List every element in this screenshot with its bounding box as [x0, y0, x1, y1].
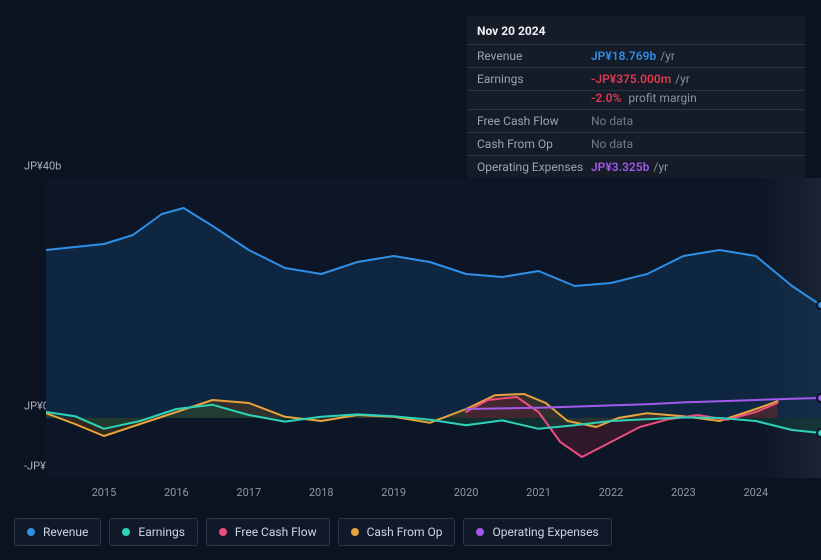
legend-dot: [27, 528, 35, 536]
legend-label: Operating Expenses: [492, 525, 598, 539]
legend-item-free-cash-flow[interactable]: Free Cash Flow: [206, 518, 330, 546]
legend-label: Free Cash Flow: [235, 525, 317, 539]
plot-area[interactable]: [46, 178, 821, 478]
x-axis-label: 2019: [381, 486, 406, 499]
legend-label: Revenue: [43, 525, 88, 539]
x-axis-label: 2018: [309, 486, 334, 499]
x-axis-label: 2017: [236, 486, 261, 499]
x-axis-label: 2020: [454, 486, 479, 499]
x-axis-label: 2021: [526, 486, 551, 499]
series-end-marker: [816, 393, 821, 403]
x-axis-label: 2023: [671, 486, 696, 499]
series-end-marker: [816, 300, 821, 310]
y-axis-label: JP¥40b: [24, 160, 61, 173]
legend-dot: [476, 528, 484, 536]
legend-item-operating-expenses[interactable]: Operating Expenses: [463, 518, 611, 546]
x-axis-label: 2015: [92, 486, 117, 499]
legend-dot: [122, 528, 130, 536]
legend-label: Cash From Op: [367, 525, 443, 539]
x-axis-label: 2016: [164, 486, 189, 499]
legend: Revenue Earnings Free Cash Flow Cash From O…: [14, 518, 612, 546]
x-axis-label: 2024: [743, 486, 768, 499]
legend-dot: [351, 528, 359, 536]
legend-label: Earnings: [138, 525, 185, 539]
legend-item-earnings[interactable]: Earnings: [109, 518, 198, 546]
legend-item-revenue[interactable]: Revenue: [14, 518, 101, 546]
legend-dot: [219, 528, 227, 536]
financials-chart: JP¥40bJP¥0-JP¥10b: [16, 0, 805, 478]
series-end-marker: [816, 428, 821, 438]
x-axis-label: 2022: [599, 486, 624, 499]
series-svg: [46, 178, 821, 478]
x-axis: 2015 2016 2017 2018 2019 2020 2021 2022 2023 2024: [46, 482, 821, 500]
series-fill-revenue: [46, 208, 821, 418]
legend-item-cash-from-op[interactable]: Cash From Op: [338, 518, 456, 546]
